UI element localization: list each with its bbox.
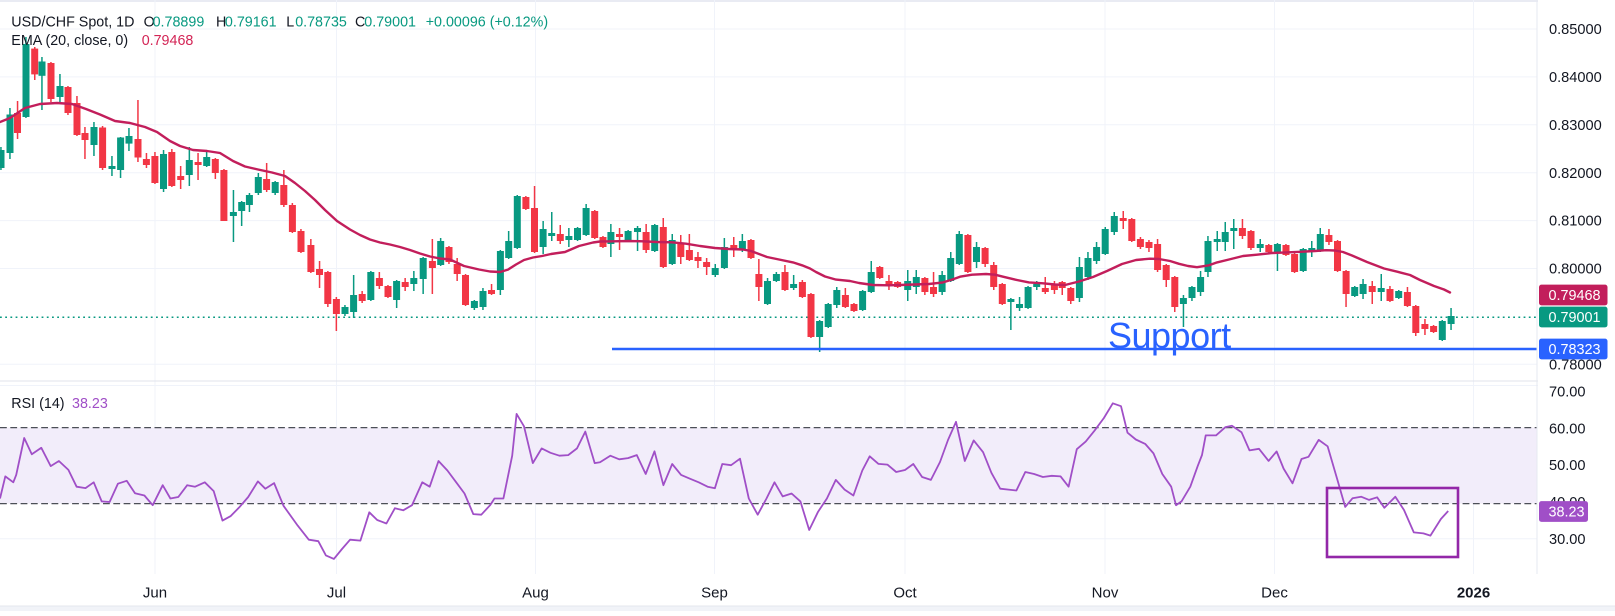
svg-text:USD/CHF Spot, 1D: USD/CHF Spot, 1D <box>11 14 134 30</box>
svg-text:+0.00096 (+0.12%): +0.00096 (+0.12%) <box>426 14 548 30</box>
svg-text:0.85000: 0.85000 <box>1549 22 1602 38</box>
svg-text:L: L <box>286 14 294 30</box>
svg-text:0.79001: 0.79001 <box>1549 310 1601 326</box>
svg-text:C: C <box>355 14 365 30</box>
svg-text:70.00: 70.00 <box>1549 384 1586 400</box>
svg-text:Dec: Dec <box>1261 585 1288 602</box>
svg-text:0.78735: 0.78735 <box>295 14 347 30</box>
svg-text:38.23: 38.23 <box>1549 505 1585 521</box>
svg-text:O: O <box>144 14 155 30</box>
svg-text:Jul: Jul <box>327 585 346 602</box>
svg-text:60.00: 60.00 <box>1549 422 1586 438</box>
svg-text:0.81000: 0.81000 <box>1549 214 1602 230</box>
svg-text:30.00: 30.00 <box>1549 532 1586 548</box>
svg-text:Nov: Nov <box>1092 585 1119 602</box>
svg-text:Sep: Sep <box>701 585 728 602</box>
svg-text:0.78000: 0.78000 <box>1549 357 1602 373</box>
svg-text:Aug: Aug <box>522 585 549 602</box>
svg-text:0.83000: 0.83000 <box>1549 118 1602 134</box>
svg-text:0.79468: 0.79468 <box>1549 288 1601 304</box>
svg-text:Support: Support <box>1108 315 1231 356</box>
svg-text:EMA (20, close, 0): EMA (20, close, 0) <box>11 33 128 49</box>
svg-text:2026: 2026 <box>1457 585 1490 602</box>
svg-text:0.79001: 0.79001 <box>364 14 416 30</box>
svg-text:0.78323: 0.78323 <box>1549 342 1601 358</box>
svg-text:50.00: 50.00 <box>1549 458 1586 474</box>
svg-text:H: H <box>216 14 226 30</box>
svg-text:0.79468: 0.79468 <box>142 33 194 49</box>
svg-text:Oct: Oct <box>893 585 917 602</box>
svg-text:0.80000: 0.80000 <box>1549 262 1602 278</box>
svg-text:0.78899: 0.78899 <box>153 14 205 30</box>
svg-text:38.23: 38.23 <box>72 396 108 412</box>
svg-text:0.84000: 0.84000 <box>1549 70 1602 86</box>
svg-text:0.79161: 0.79161 <box>225 14 277 30</box>
svg-text:0.82000: 0.82000 <box>1549 166 1602 182</box>
svg-text:RSI (14): RSI (14) <box>11 396 64 412</box>
svg-text:Jun: Jun <box>143 585 167 602</box>
